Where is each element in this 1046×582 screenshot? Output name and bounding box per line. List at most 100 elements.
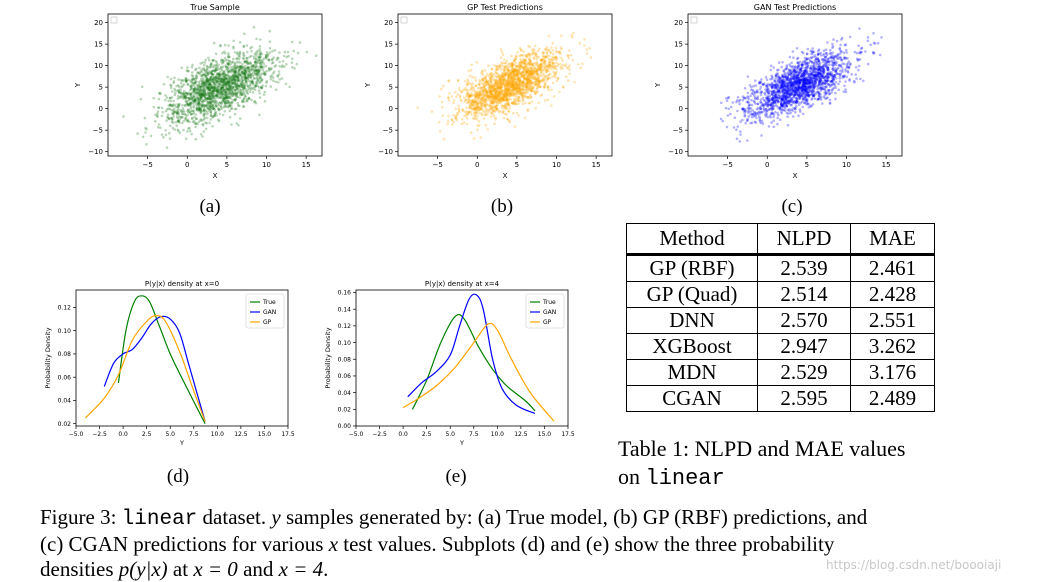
scatter-point bbox=[209, 90, 212, 93]
scatter-point bbox=[492, 78, 495, 81]
scatter-point bbox=[483, 117, 486, 120]
scatter-point bbox=[509, 74, 512, 77]
scatter-point bbox=[789, 65, 792, 68]
scatter-point bbox=[173, 77, 176, 80]
scatter-point bbox=[479, 80, 482, 83]
scatter-point bbox=[547, 89, 550, 92]
scatter-point bbox=[208, 122, 211, 125]
scatter-point bbox=[189, 98, 192, 101]
scatter-point bbox=[228, 105, 231, 108]
scatter-point bbox=[537, 50, 540, 53]
scatter-point bbox=[491, 101, 494, 104]
scatter-point bbox=[201, 135, 204, 138]
scatter-point bbox=[568, 68, 571, 71]
scatter-point bbox=[166, 96, 169, 99]
scatter-point bbox=[446, 123, 449, 126]
scatter-point bbox=[504, 65, 507, 68]
scatter-point bbox=[494, 117, 497, 120]
scatter-point bbox=[224, 73, 227, 76]
scatter-point bbox=[172, 115, 175, 118]
scatter-point bbox=[266, 51, 269, 54]
scatter-point bbox=[498, 77, 501, 80]
scatter-point bbox=[489, 84, 492, 87]
scatter-point bbox=[145, 143, 148, 146]
scatter-point bbox=[181, 79, 184, 82]
scatter-point bbox=[525, 86, 528, 89]
scatter-point bbox=[269, 40, 272, 43]
scatter-point bbox=[234, 113, 237, 116]
scatter-point bbox=[159, 126, 162, 129]
scatter-point bbox=[152, 97, 155, 100]
scatter-point bbox=[495, 79, 498, 82]
scatter-point bbox=[581, 63, 584, 66]
scatter-point bbox=[550, 46, 553, 49]
scatter-point bbox=[217, 118, 220, 121]
scatter-point bbox=[225, 98, 228, 101]
scatter-point bbox=[213, 92, 216, 95]
scatter-point bbox=[263, 93, 266, 96]
scatter-point bbox=[179, 88, 182, 91]
scatter-point bbox=[560, 46, 563, 49]
scatter-point bbox=[222, 114, 225, 117]
scatter-point bbox=[273, 70, 276, 73]
scatter-point bbox=[242, 53, 245, 56]
scatter-point bbox=[193, 91, 196, 94]
scatter-point bbox=[158, 98, 161, 101]
scatter-point bbox=[236, 51, 239, 54]
scatter-point bbox=[184, 95, 187, 98]
scatter-point bbox=[540, 71, 543, 74]
scatter-point bbox=[824, 82, 827, 85]
x-tick-label: 10 bbox=[262, 161, 271, 169]
scatter-point bbox=[164, 94, 167, 97]
scatter-point bbox=[551, 64, 554, 67]
scatter-point bbox=[721, 120, 724, 123]
y-tick-label: 20 bbox=[94, 19, 103, 27]
scatter-point bbox=[470, 111, 473, 114]
scatter-point bbox=[234, 65, 237, 68]
scatter-point bbox=[239, 41, 242, 44]
scatter-point bbox=[226, 102, 229, 105]
scatter-point bbox=[173, 80, 176, 83]
scatter-point bbox=[482, 97, 485, 100]
scatter-point bbox=[211, 87, 214, 90]
scatter-point bbox=[447, 115, 450, 118]
scatter-point bbox=[533, 49, 536, 52]
scatter-point bbox=[306, 51, 309, 54]
scatter-point bbox=[834, 98, 837, 101]
scatter-point bbox=[833, 87, 836, 90]
x-tick-label: 5 bbox=[225, 161, 229, 169]
scatter-point bbox=[498, 73, 501, 76]
scatter-point bbox=[252, 91, 255, 94]
scatter-point bbox=[720, 102, 723, 105]
scatter-point bbox=[219, 113, 222, 116]
scatter-point bbox=[225, 91, 228, 94]
scatter-point bbox=[169, 125, 172, 128]
scatter-point bbox=[285, 83, 288, 86]
scatter-point bbox=[288, 86, 291, 89]
scatter-point bbox=[471, 76, 474, 79]
scatter-point bbox=[225, 95, 228, 98]
scatter-point bbox=[246, 51, 249, 54]
scatter-point bbox=[457, 79, 460, 82]
scatter-point bbox=[176, 103, 179, 106]
scatter-point bbox=[166, 146, 169, 149]
scatter-point bbox=[201, 104, 204, 107]
scatter-point bbox=[207, 79, 210, 82]
scatter-point bbox=[199, 62, 202, 65]
scatter-point bbox=[264, 91, 267, 94]
scatter-point bbox=[268, 68, 271, 71]
scatter-point bbox=[485, 80, 488, 83]
scatter-point bbox=[164, 99, 167, 102]
scatter-point bbox=[458, 111, 461, 114]
scatter-point bbox=[234, 92, 237, 95]
scatter-point bbox=[215, 112, 218, 115]
scatter-point bbox=[841, 70, 844, 73]
scatter-point bbox=[776, 123, 779, 126]
scatter-point bbox=[219, 78, 222, 81]
scatter-point bbox=[539, 67, 542, 70]
scatter-point bbox=[523, 77, 526, 80]
scatter-point bbox=[766, 78, 769, 81]
scatter-point bbox=[494, 99, 497, 102]
scatter-point bbox=[479, 94, 482, 97]
scatter-point bbox=[736, 110, 739, 113]
